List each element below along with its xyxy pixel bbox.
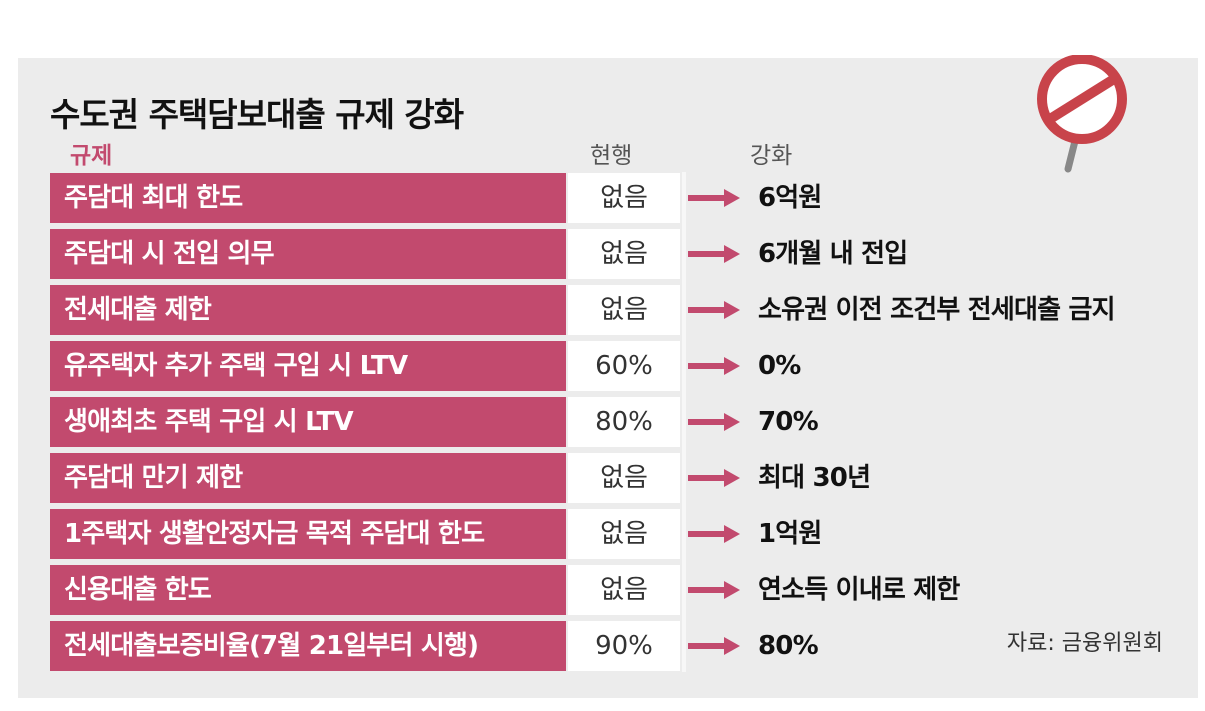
- rule-label: 주담대 최대 한도: [50, 173, 566, 223]
- strengthened-value: 0%: [758, 351, 801, 381]
- table-row: 유주택자 추가 주택 구입 시 LTV 60% 0%: [0, 341, 1205, 391]
- table-row: 생애최초 주택 구입 시 LTV 80% 70%: [0, 397, 1205, 447]
- rule-label: 전세대출 제한: [50, 285, 566, 335]
- right-arrow-icon: [688, 637, 740, 655]
- current-value: 없음: [568, 453, 680, 503]
- right-arrow-icon: [688, 469, 740, 487]
- rule-label: 주담대 시 전입 의무: [50, 229, 566, 279]
- rule-label: 신용대출 한도: [50, 565, 566, 615]
- strengthened-value: 소유권 이전 조건부 전세대출 금지: [758, 295, 1116, 325]
- page-title: 수도권 주택담보대출 규제 강화: [50, 95, 464, 134]
- strengthened-value: 80%: [758, 631, 819, 661]
- current-value: 없음: [568, 229, 680, 279]
- column-header-rule: 규제: [70, 143, 113, 169]
- strengthened-value: 6개월 내 전입: [758, 239, 908, 269]
- strengthened-value: 70%: [758, 407, 819, 437]
- right-arrow-icon: [688, 413, 740, 431]
- current-value: 없음: [568, 173, 680, 223]
- right-arrow-icon: [688, 357, 740, 375]
- right-arrow-icon: [688, 245, 740, 263]
- current-value: 없음: [568, 565, 680, 615]
- rule-label: 전세대출보증비율(7월 21일부터 시행): [50, 621, 566, 671]
- source-credit: 자료: 금융위원회: [1006, 631, 1163, 656]
- strengthened-value: 연소득 이내로 제한: [758, 575, 960, 605]
- right-arrow-icon: [688, 189, 740, 207]
- rule-label: 주담대 만기 제한: [50, 453, 566, 503]
- no-entry-sign-icon: [1037, 55, 1127, 173]
- current-value: 90%: [568, 621, 680, 671]
- table-row: 주담대 만기 제한 없음 최대 30년: [0, 453, 1205, 503]
- current-value: 60%: [568, 341, 680, 391]
- strengthened-value: 1억원: [758, 519, 822, 549]
- right-arrow-icon: [688, 581, 740, 599]
- right-arrow-icon: [688, 301, 740, 319]
- current-value: 없음: [568, 509, 680, 559]
- column-header-strengthened: 강화: [750, 143, 793, 169]
- current-value: 없음: [568, 285, 680, 335]
- strengthened-value: 6억원: [758, 183, 822, 213]
- table-row: 전세대출 제한 없음 소유권 이전 조건부 전세대출 금지: [0, 285, 1205, 335]
- rule-label: 생애최초 주택 구입 시 LTV: [50, 397, 566, 447]
- column-divider: [682, 172, 686, 672]
- rule-label: 1주택자 생활안정자금 목적 주담대 한도: [50, 509, 566, 559]
- table-row: 1주택자 생활안정자금 목적 주담대 한도 없음 1억원: [0, 509, 1205, 559]
- rule-label: 유주택자 추가 주택 구입 시 LTV: [50, 341, 566, 391]
- table-row: 전세대출보증비율(7월 21일부터 시행) 90% 80%: [0, 621, 1205, 671]
- table-row: 주담대 최대 한도 없음 6억원: [0, 173, 1205, 223]
- right-arrow-icon: [688, 525, 740, 543]
- strengthened-value: 최대 30년: [758, 463, 871, 493]
- current-value: 80%: [568, 397, 680, 447]
- table-row: 주담대 시 전입 의무 없음 6개월 내 전입: [0, 229, 1205, 279]
- column-header-current: 현행: [590, 143, 633, 169]
- table-row: 신용대출 한도 없음 연소득 이내로 제한: [0, 565, 1205, 615]
